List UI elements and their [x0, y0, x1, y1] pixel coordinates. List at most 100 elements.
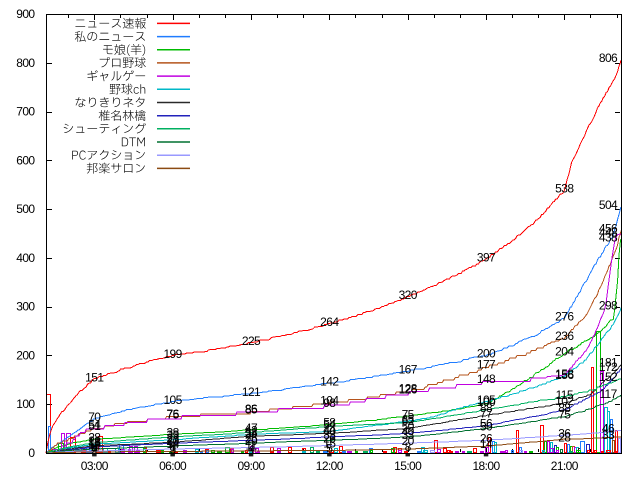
svg-text:105: 105: [477, 393, 496, 407]
svg-text:100: 100: [477, 395, 496, 409]
svg-text:115: 115: [556, 388, 574, 402]
svg-text:0: 0: [28, 446, 35, 460]
svg-text:148: 148: [477, 372, 496, 386]
svg-text:20: 20: [167, 434, 180, 448]
svg-text:225: 225: [242, 334, 261, 348]
svg-text:20: 20: [402, 434, 415, 448]
svg-text:22: 22: [167, 433, 180, 447]
svg-text:38: 38: [167, 426, 180, 440]
svg-text:204: 204: [555, 345, 574, 359]
svg-text:33: 33: [602, 428, 615, 442]
svg-text:51: 51: [88, 419, 101, 433]
svg-text:456: 456: [599, 222, 618, 236]
svg-text:142: 142: [320, 375, 339, 389]
svg-text:806: 806: [599, 51, 618, 65]
svg-text:50: 50: [402, 420, 415, 434]
svg-text:15:00: 15:00: [394, 459, 422, 473]
svg-text:167: 167: [399, 363, 418, 377]
svg-text:03:00: 03:00: [81, 459, 109, 473]
svg-text:900: 900: [16, 7, 35, 21]
svg-text:102: 102: [555, 394, 574, 408]
svg-text:151: 151: [85, 370, 104, 384]
svg-text:298: 298: [599, 299, 618, 313]
svg-text:538: 538: [555, 182, 574, 196]
svg-text:34: 34: [245, 427, 258, 441]
svg-text:8: 8: [170, 440, 177, 454]
svg-text:104: 104: [320, 393, 339, 407]
svg-text:172: 172: [599, 360, 618, 374]
svg-text:700: 700: [16, 105, 35, 119]
svg-text:438: 438: [599, 230, 618, 244]
svg-text:4: 4: [248, 442, 255, 456]
svg-text:26: 26: [323, 431, 336, 445]
svg-text:54: 54: [323, 418, 336, 432]
svg-text:50: 50: [480, 420, 493, 434]
svg-text:500: 500: [16, 202, 35, 216]
svg-text:276: 276: [555, 309, 574, 323]
svg-text:09:00: 09:00: [237, 459, 265, 473]
svg-text:117: 117: [599, 387, 617, 401]
svg-text:33: 33: [323, 428, 336, 442]
svg-text:128: 128: [399, 382, 418, 396]
svg-text:28: 28: [88, 430, 101, 444]
svg-text:56: 56: [480, 417, 493, 431]
svg-text:06:00: 06:00: [159, 459, 187, 473]
svg-text:65: 65: [402, 412, 415, 426]
svg-text:76: 76: [167, 407, 180, 421]
svg-text:4: 4: [91, 442, 98, 456]
svg-text:156: 156: [555, 368, 574, 382]
svg-text:300: 300: [16, 300, 35, 314]
svg-text:70: 70: [88, 410, 101, 424]
svg-text:12:00: 12:00: [316, 459, 344, 473]
svg-text:8: 8: [405, 440, 412, 454]
svg-text:200: 200: [16, 348, 35, 362]
svg-text:15: 15: [323, 437, 336, 451]
svg-text:44: 44: [323, 423, 336, 437]
svg-text:181: 181: [599, 356, 618, 370]
svg-text:58: 58: [323, 416, 336, 430]
svg-text:85: 85: [245, 403, 258, 417]
svg-text:264: 264: [320, 315, 339, 329]
svg-text:18:00: 18:00: [472, 459, 500, 473]
svg-text:236: 236: [555, 329, 574, 343]
svg-text:121: 121: [242, 385, 261, 399]
svg-text:26: 26: [480, 431, 493, 445]
svg-text:42: 42: [245, 424, 258, 438]
svg-text:36: 36: [558, 426, 571, 440]
svg-text:600: 600: [16, 153, 35, 167]
svg-text:40: 40: [323, 425, 336, 439]
svg-text:12: 12: [88, 438, 101, 452]
svg-text:18: 18: [88, 435, 101, 449]
svg-text:26: 26: [245, 431, 258, 445]
svg-text:15: 15: [88, 437, 101, 451]
svg-text:200: 200: [477, 346, 496, 360]
svg-text:46: 46: [602, 422, 615, 436]
svg-text:54: 54: [88, 418, 101, 432]
svg-text:38: 38: [245, 426, 258, 440]
svg-text:33: 33: [167, 428, 180, 442]
svg-text:27: 27: [167, 431, 180, 445]
svg-text:77: 77: [480, 406, 493, 420]
svg-text:800: 800: [16, 56, 35, 70]
svg-text:75: 75: [402, 407, 415, 421]
svg-text:320: 320: [399, 288, 418, 302]
svg-text:47: 47: [245, 421, 258, 435]
svg-text:14: 14: [480, 437, 493, 451]
svg-text:397: 397: [477, 250, 496, 264]
svg-text:33: 33: [402, 428, 415, 442]
svg-text:28: 28: [558, 430, 571, 444]
svg-text:504: 504: [599, 198, 618, 212]
svg-text:20: 20: [245, 434, 258, 448]
svg-text:448: 448: [599, 226, 618, 240]
svg-text:21: 21: [88, 434, 101, 448]
svg-text:62: 62: [402, 414, 415, 428]
svg-text:400: 400: [16, 251, 35, 265]
svg-text:152: 152: [599, 370, 618, 384]
svg-text:75: 75: [167, 407, 180, 421]
svg-text:98: 98: [323, 396, 336, 410]
svg-text:2: 2: [91, 443, 98, 457]
svg-text:158: 158: [555, 367, 574, 381]
svg-text:5: 5: [326, 442, 333, 456]
svg-text:14: 14: [167, 437, 180, 451]
svg-text:105: 105: [163, 393, 182, 407]
